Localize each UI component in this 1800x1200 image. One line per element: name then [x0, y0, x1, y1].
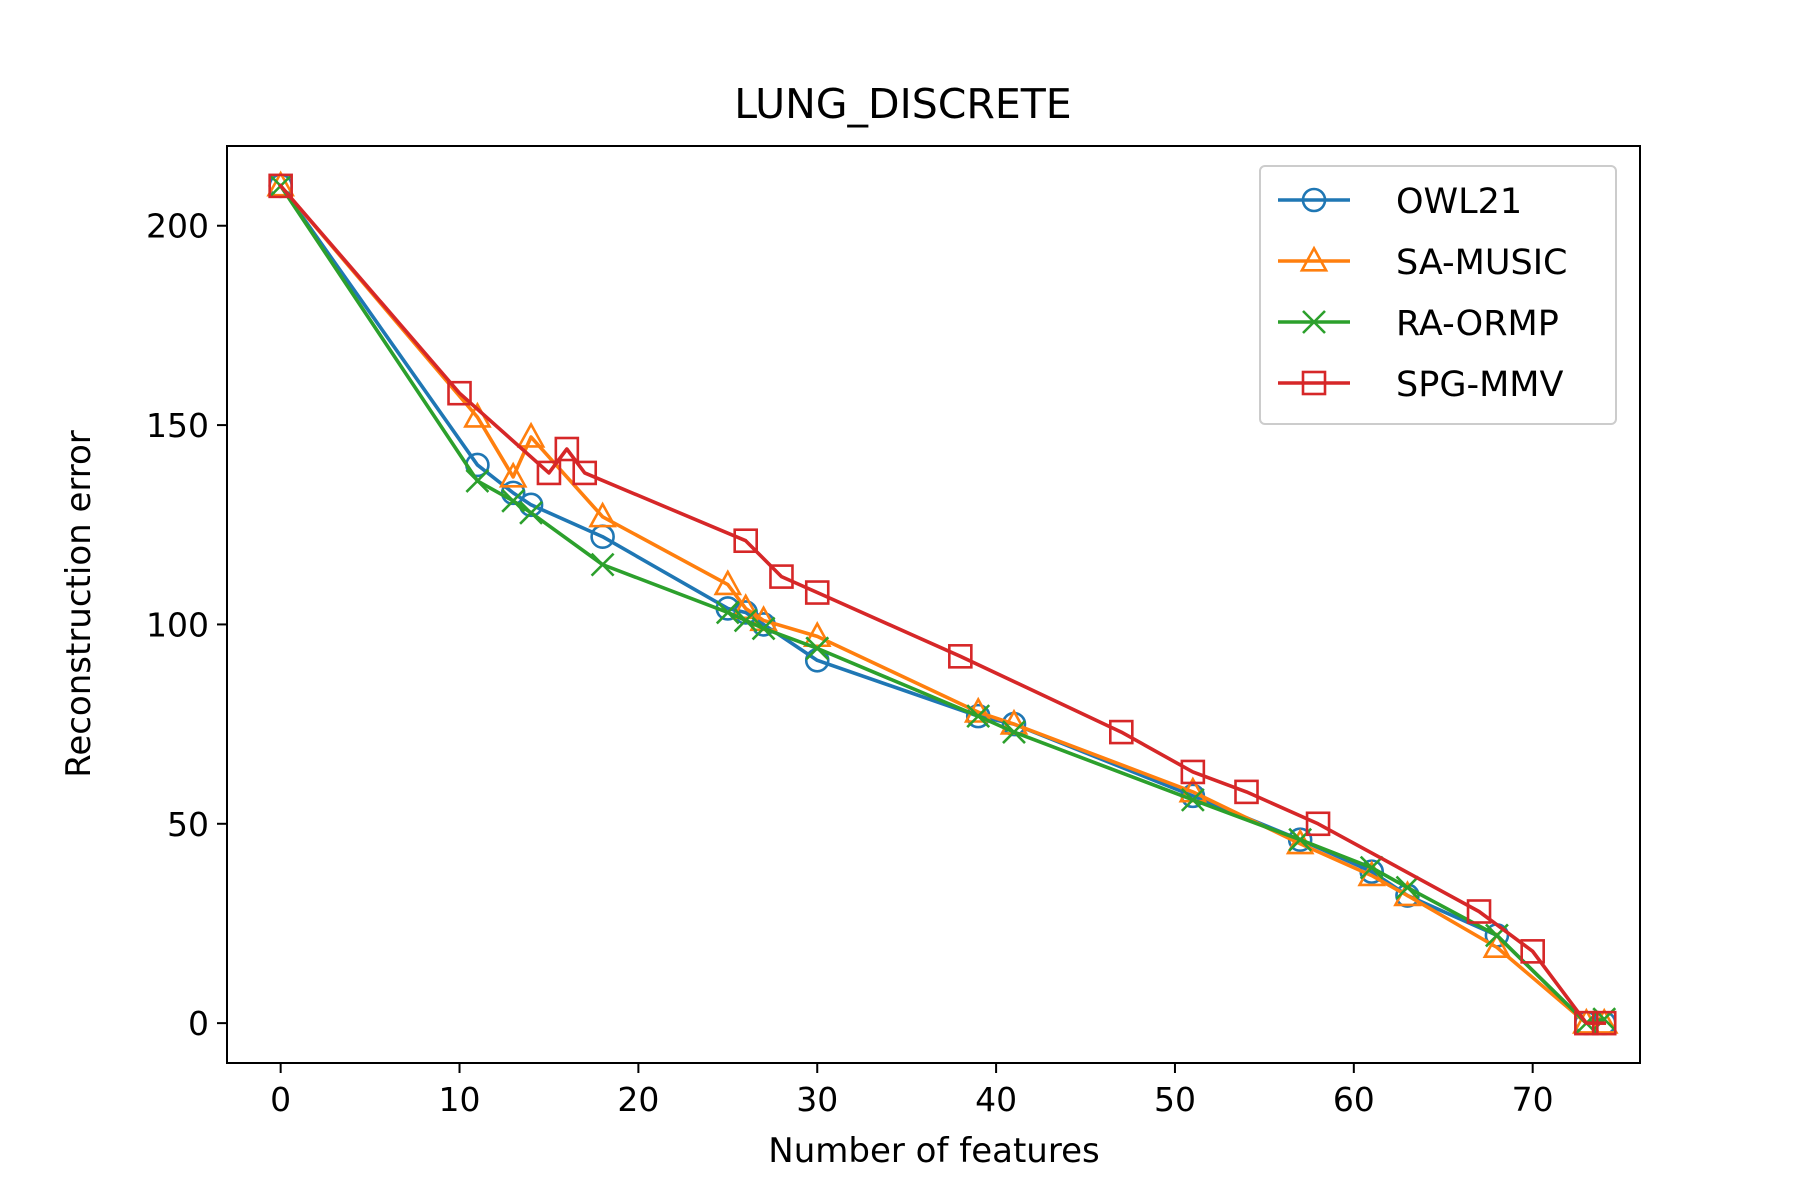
y-axis-title: Reconstruction error [59, 430, 99, 778]
legend: OWL21 SA-MUSIC RA-ORMP SPG-MMV [1259, 165, 1617, 425]
x-tick-label: 10 [439, 1080, 481, 1119]
data-point-sa-music [713, 569, 743, 596]
data-point-sa-music [588, 501, 617, 528]
legend-label-owl21: OWL21 [1396, 182, 1522, 222]
data-point-ra-ormp [1002, 720, 1026, 745]
plot-frame [226, 145, 1641, 1064]
y-tick-label: 200 [146, 207, 209, 246]
data-point-ra-ormp [733, 608, 758, 633]
data-point-spg-mmv [536, 460, 562, 486]
legend-marker-spg-mmv [1301, 370, 1327, 396]
data-point-spg-mmv [948, 644, 973, 669]
data-point-sa-music [498, 461, 528, 488]
data-point-ra-ormp [465, 468, 490, 493]
data-point-spg-mmv [1591, 1010, 1617, 1036]
legend-marker-ra-ormp [1302, 310, 1326, 334]
series-spg-mmv [268, 173, 1617, 1036]
x-tick-label: 40 [975, 1080, 1017, 1119]
x-tick-label: 20 [617, 1080, 659, 1119]
data-point-ra-ormp [519, 500, 543, 525]
chart-title: LUNG_DISCRETE [734, 80, 1071, 128]
data-point-spg-mmv [554, 436, 580, 462]
data-point-ra-ormp [751, 616, 776, 641]
data-point-sa-music [802, 621, 832, 648]
data-point-ra-ormp [1359, 855, 1384, 880]
data-point-spg-mmv [447, 380, 472, 406]
legend-label-spg-mmv: SPG-MMV [1396, 365, 1563, 405]
data-point-spg-mmv [1109, 719, 1134, 745]
legend-box [1259, 165, 1617, 425]
x-tick-label: 70 [1512, 1080, 1554, 1119]
data-point-spg-mmv [1520, 939, 1545, 964]
data-point-ra-ormp [1395, 875, 1420, 900]
plot-series [266, 170, 1619, 1036]
legend-marker-owl21 [1301, 187, 1327, 213]
data-point-spg-mmv [804, 580, 830, 605]
data-point-spg-mmv [733, 528, 758, 554]
data-point-owl21 [733, 600, 758, 625]
data-point-sa-music [731, 593, 760, 620]
y-tick-label: 150 [146, 406, 209, 445]
data-point-spg-mmv [572, 460, 598, 486]
legend-label-ra-ormp: RA-ORMP [1396, 304, 1559, 344]
data-point-sa-music [266, 170, 295, 197]
data-point-ra-ormp [715, 600, 740, 625]
x-axis-title: Number of features [768, 1131, 1099, 1171]
x-tick-label: 0 [270, 1080, 291, 1119]
data-point-sa-music [516, 421, 546, 448]
data-point-ra-ormp [966, 704, 991, 729]
legend-item-sa-music: SA-MUSIC [1278, 243, 1567, 283]
legend-label-sa-music: SA-MUSIC [1396, 243, 1567, 283]
data-point-ra-ormp [590, 552, 615, 577]
y-tick-label: 50 [167, 805, 209, 844]
x-tick-label: 50 [1154, 1080, 1196, 1119]
y-tick-label: 0 [188, 1004, 209, 1043]
series-line-spg-mmv [278, 183, 1607, 1025]
data-point-ra-ormp [1484, 923, 1509, 948]
data-point-spg-mmv [1180, 759, 1206, 785]
series-line-sa-music [278, 183, 1607, 1025]
data-point-spg-mmv [1466, 899, 1492, 924]
data-point-spg-mmv [769, 564, 794, 589]
y-tick-label: 100 [146, 605, 209, 644]
data-point-sa-music [1482, 932, 1512, 959]
legend-item-spg-mmv: SPG-MMV [1278, 365, 1563, 405]
data-point-ra-ormp [1180, 787, 1205, 812]
legend-item-ra-ormp: RA-ORMP [1278, 304, 1559, 344]
data-point-spg-mmv [268, 173, 293, 199]
data-point-ra-ormp [805, 636, 830, 661]
legend-marker-sa-music [1299, 245, 1329, 272]
legend-item-owl21: OWL21 [1278, 182, 1522, 222]
data-point-ra-ormp [501, 488, 526, 513]
axes: 0 10 20 30 40 50 60 70 0 50 100 150 200 [146, 145, 1641, 1119]
x-tick-label: 60 [1333, 1080, 1375, 1119]
x-tick-label: 30 [796, 1080, 838, 1119]
data-point-spg-mmv [1305, 811, 1331, 837]
data-point-spg-mmv [1234, 779, 1259, 805]
data-point-spg-mmv [1574, 1010, 1599, 1036]
